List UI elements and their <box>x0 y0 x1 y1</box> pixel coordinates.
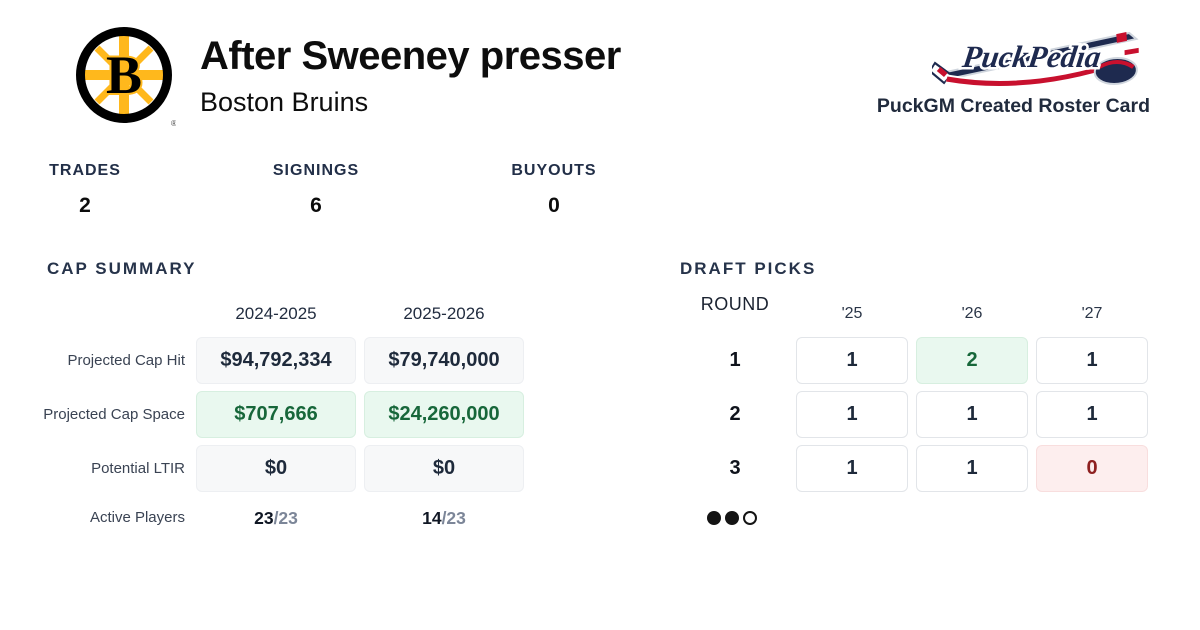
draft-pick-r2-25: 1 <box>796 391 908 438</box>
cap-value-ltir-2024: $0 <box>196 445 356 492</box>
active-players-2025-total: /23 <box>441 508 466 528</box>
cap-value-space-2024: $707,666 <box>196 391 356 438</box>
brand-caption: PuckGM Created Roster Card <box>876 95 1150 117</box>
cap-value-ltir-2025: $0 <box>364 445 524 492</box>
svg-text:PuckPedia: PuckPedia <box>960 39 1104 74</box>
active-players-2025: 14/23 <box>364 505 524 531</box>
draft-pick-r2-26: 1 <box>916 391 1028 438</box>
draft-pick-r1-27: 1 <box>1036 337 1148 384</box>
stat-signings: SIGNINGS 6 <box>268 162 364 218</box>
cap-value-space-2025: $24,260,000 <box>364 391 524 438</box>
stat-buyouts-value: 0 <box>548 194 560 217</box>
draft-pick-r2-27: 1 <box>1036 391 1148 438</box>
active-players-2024: 23/23 <box>196 505 356 531</box>
cap-summary-title: CAP SUMMARY <box>47 259 197 278</box>
cap-row-label-potential-ltir: Potential LTIR <box>91 460 185 477</box>
active-players-2024-total: /23 <box>273 508 298 528</box>
draft-pick-r3-26: 1 <box>916 445 1028 492</box>
puckpedia-logo: PuckPedia <box>932 31 1139 88</box>
draft-pick-r3-27: 0 <box>1036 445 1148 492</box>
cap-row-label-active-players: Active Players <box>89 509 185 526</box>
draft-pick-r1-26: 2 <box>916 337 1028 384</box>
stat-trades: TRADES 2 <box>48 162 122 218</box>
draft-column-header-27: '27 <box>1081 305 1103 322</box>
page-title: After Sweeney presser <box>200 34 621 78</box>
draft-column-header-26: '26 <box>961 305 983 322</box>
cap-value-hit-2024: $94,792,334 <box>196 337 356 384</box>
draft-pick-r3-25: 1 <box>796 445 908 492</box>
round-column-header: ROUND <box>700 294 770 314</box>
cap-column-header-2024-2025: 2024-2025 <box>235 304 317 323</box>
stat-signings-value: 6 <box>310 194 322 217</box>
team-name: Boston Bruins <box>200 87 369 117</box>
cap-column-header-2025-2026: 2025-2026 <box>403 304 485 323</box>
stat-signings-label: SIGNINGS <box>272 162 360 179</box>
cap-row-label-projected-cap-hit: Projected Cap Hit <box>67 352 185 369</box>
draft-round-1-label: 1 <box>729 349 741 371</box>
pagination <box>707 511 757 525</box>
stat-trades-value: 2 <box>79 194 91 217</box>
pagination-dot[interactable] <box>707 511 721 525</box>
stat-buyouts: BUYOUTS 0 <box>509 162 599 218</box>
svg-text:®: ® <box>171 119 176 127</box>
active-players-2024-current: 23 <box>254 508 274 528</box>
draft-pick-r1-25: 1 <box>796 337 908 384</box>
draft-round-3-label: 3 <box>729 457 741 479</box>
pagination-dot[interactable] <box>743 511 757 525</box>
cap-value-hit-2025: $79,740,000 <box>364 337 524 384</box>
pagination-dot[interactable] <box>725 511 739 525</box>
stat-buyouts-label: BUYOUTS <box>511 162 597 179</box>
draft-column-header-25: '25 <box>841 305 863 322</box>
stat-trades-label: TRADES <box>49 162 121 179</box>
draft-picks-title: DRAFT PICKS <box>680 259 817 278</box>
boston-bruins-logo: B ® <box>76 27 176 127</box>
active-players-2025-current: 14 <box>422 508 442 528</box>
svg-text:B: B <box>106 45 142 105</box>
cap-row-label-projected-cap-space: Projected Cap Space <box>43 406 185 423</box>
draft-round-2-label: 2 <box>729 403 741 425</box>
